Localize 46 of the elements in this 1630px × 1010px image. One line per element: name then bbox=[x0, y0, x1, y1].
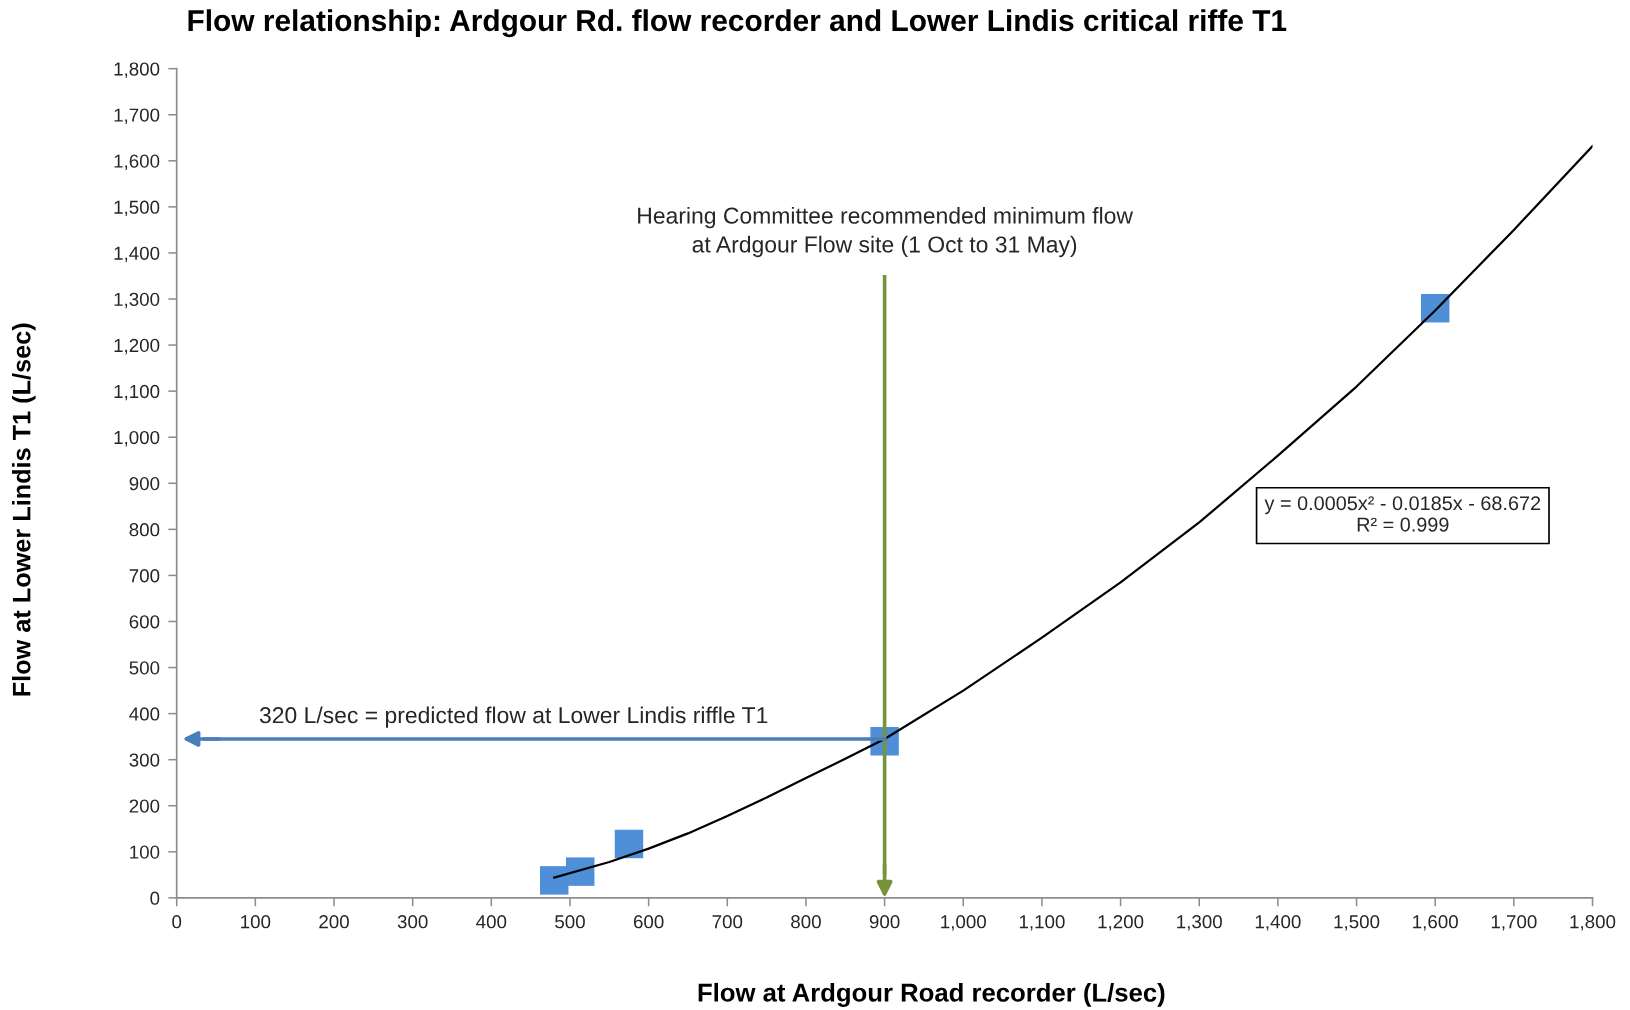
x-tick-label: 500 bbox=[555, 915, 585, 929]
y-tick-label: 700 bbox=[129, 569, 160, 583]
point bbox=[614, 829, 644, 859]
y-axis-title: Flow at Lower Lindis T1 (L/sec) bbox=[12, 323, 36, 696]
x-tick-label: 1,800 bbox=[1570, 915, 1616, 931]
x-tick-label: 1,400 bbox=[1255, 915, 1301, 931]
x-tick-label: 1,100 bbox=[1019, 915, 1065, 931]
x-tick-label: 1,200 bbox=[1098, 915, 1144, 931]
y-tick-label: 1,600 bbox=[114, 154, 160, 171]
y-tick-label: 1,400 bbox=[114, 246, 160, 263]
x-tick-label: 700 bbox=[712, 915, 743, 929]
chart-title: Flow relationship: Ardgour Rd. flow recorder and Lower Lindis critical riffe T1 bbox=[188, 9, 1287, 38]
ref-line-label: Hearing Committee recommended minimum flow at Ardgour Flow site (1 Oct to 31 May) bbox=[638, 206, 1134, 258]
x-axis-title: Flow at Ardgour Road recorder (L/sec) bbox=[698, 982, 1165, 1007]
y-tick-label: 1,000 bbox=[114, 430, 160, 447]
x-tick-label: 1,700 bbox=[1491, 915, 1537, 931]
y-tick-label: 100 bbox=[130, 845, 160, 859]
ref-line-label: 320 L/sec = predicted flow at Lower Lindis riffle T1 bbox=[259, 706, 768, 728]
x-tick-label: 400 bbox=[476, 915, 507, 929]
y-tick-label: 1,200 bbox=[114, 338, 160, 355]
y-tick-label: 1,800 bbox=[114, 62, 160, 78]
annotation: y = 0.0005x² - 0.0185x - 68.672 R² = 0.999 bbox=[1264, 496, 1541, 532]
y-tick-label: 500 bbox=[129, 661, 160, 675]
x-tick-label: 300 bbox=[397, 915, 428, 929]
y-tick-label: 300 bbox=[129, 753, 160, 767]
y-tick-label: 200 bbox=[129, 799, 160, 813]
x-tick-label: 600 bbox=[633, 915, 664, 929]
x-tick-label: 800 bbox=[791, 915, 821, 929]
y-tick-label: 900 bbox=[129, 476, 160, 491]
y-tick-label: 1,700 bbox=[114, 108, 160, 124]
x-tick-label: 1,500 bbox=[1334, 915, 1380, 931]
y-tick-label: 0 bbox=[150, 891, 160, 905]
x-tick-label: 1,600 bbox=[1413, 915, 1458, 931]
x-tick-label: 0 bbox=[172, 915, 182, 929]
y-tick-label: 1,500 bbox=[114, 200, 160, 217]
y-tick-label: 600 bbox=[129, 615, 160, 629]
y-tick-label: 400 bbox=[129, 707, 160, 721]
point bbox=[565, 857, 595, 886]
x-tick-label: 200 bbox=[319, 915, 349, 929]
y-tick-label: 800 bbox=[129, 523, 160, 537]
x-tick-label: 900 bbox=[869, 915, 900, 929]
x-tick-label: 1,000 bbox=[941, 915, 986, 931]
y-tick-label: 1,100 bbox=[114, 384, 160, 401]
x-tick-label: 1,300 bbox=[1177, 915, 1222, 931]
y-tick-label: 1,300 bbox=[114, 292, 160, 309]
x-tick-label: 100 bbox=[241, 915, 271, 929]
